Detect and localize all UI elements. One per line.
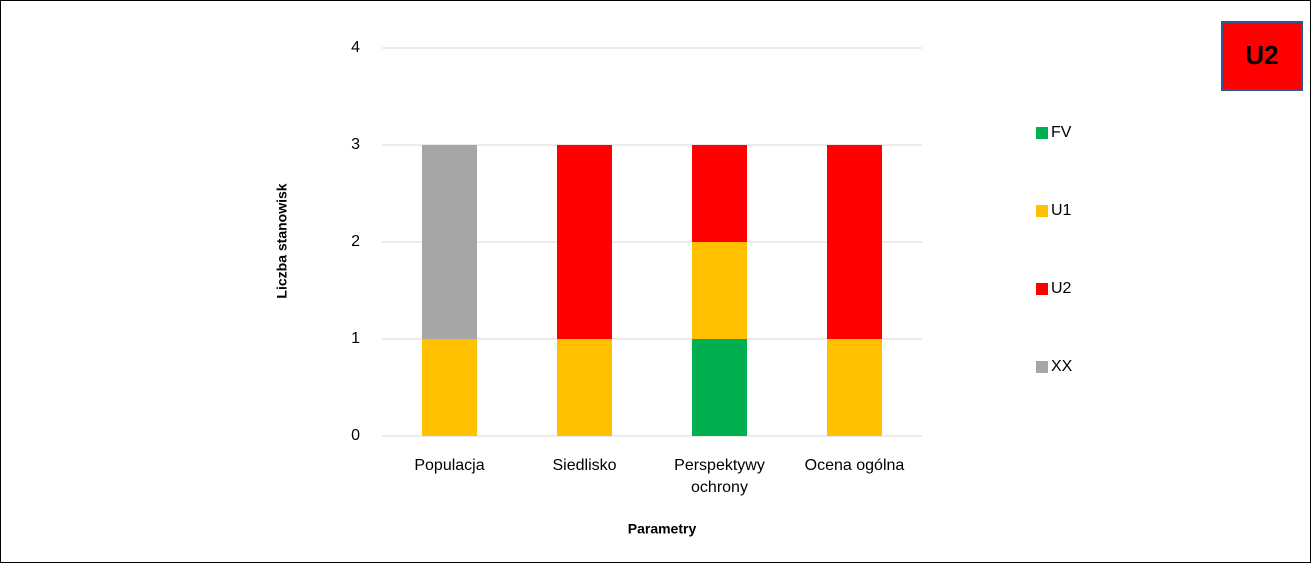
legend-swatch <box>1036 127 1048 139</box>
x-tick-label: Perspektywy ochrony <box>674 457 765 496</box>
bar-segment <box>422 145 477 339</box>
bar-segment <box>827 145 882 339</box>
legend-swatch <box>1036 361 1048 373</box>
y-tick-label: 0 <box>351 427 360 444</box>
badge-box <box>1221 21 1303 91</box>
legend-label: U2 <box>1051 280 1072 297</box>
y-tick-label: 2 <box>351 233 360 250</box>
x-axis-label: Parametry <box>628 521 697 537</box>
bar-segment <box>557 145 612 339</box>
legend-label: U1 <box>1051 202 1072 219</box>
bar-segment <box>692 242 747 339</box>
y-axis-label: Liczba stanowisk <box>274 183 290 298</box>
legend-swatch <box>1036 205 1048 217</box>
bar-segment <box>692 145 747 242</box>
x-tick-label: Siedlisko <box>552 457 616 474</box>
bar-segment <box>692 339 747 436</box>
x-tick-label: Populacja <box>414 457 484 474</box>
y-tick-label: 1 <box>351 330 360 347</box>
legend-label: FV <box>1051 124 1072 141</box>
badge-text: U2 <box>1245 40 1278 70</box>
y-tick-label: 3 <box>351 136 360 153</box>
bar-segment <box>557 339 612 436</box>
legend-label: XX <box>1051 358 1073 375</box>
bar-segment <box>827 339 882 436</box>
y-tick-label: 4 <box>351 39 360 56</box>
bar-segment <box>422 339 477 436</box>
x-tick-label: Ocena ogólna <box>805 457 905 474</box>
legend-swatch <box>1036 283 1048 295</box>
